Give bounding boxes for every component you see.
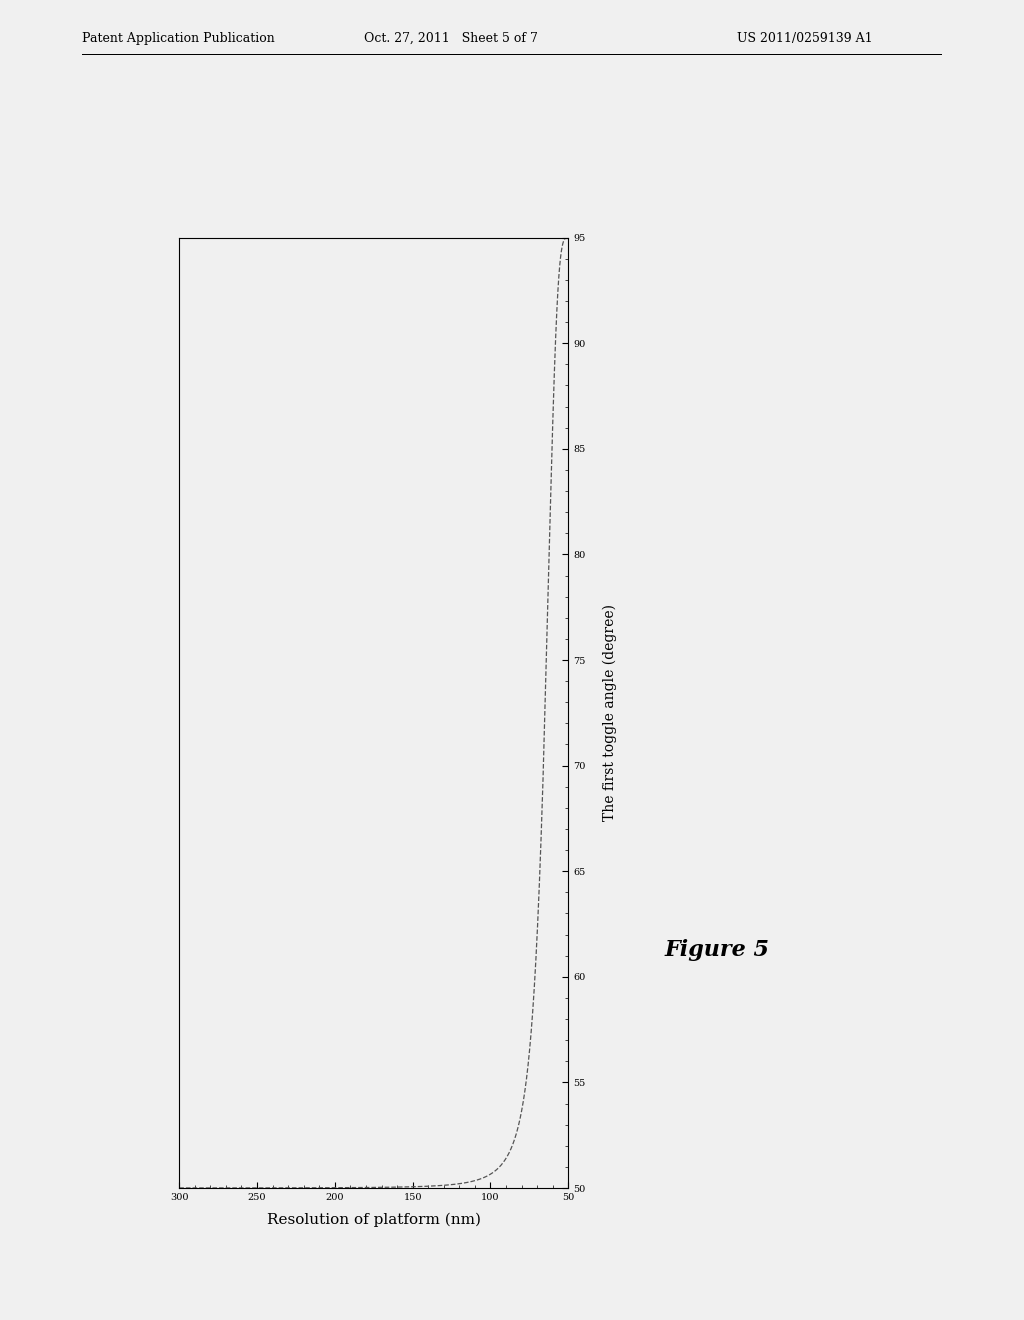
Text: Patent Application Publication: Patent Application Publication: [82, 32, 274, 45]
Text: US 2011/0259139 A1: US 2011/0259139 A1: [737, 32, 872, 45]
Text: Figure 5: Figure 5: [665, 940, 769, 961]
Y-axis label: The first toggle angle (degree): The first toggle angle (degree): [602, 605, 616, 821]
X-axis label: Resolution of platform (nm): Resolution of platform (nm): [267, 1213, 480, 1228]
Text: Oct. 27, 2011   Sheet 5 of 7: Oct. 27, 2011 Sheet 5 of 7: [364, 32, 538, 45]
